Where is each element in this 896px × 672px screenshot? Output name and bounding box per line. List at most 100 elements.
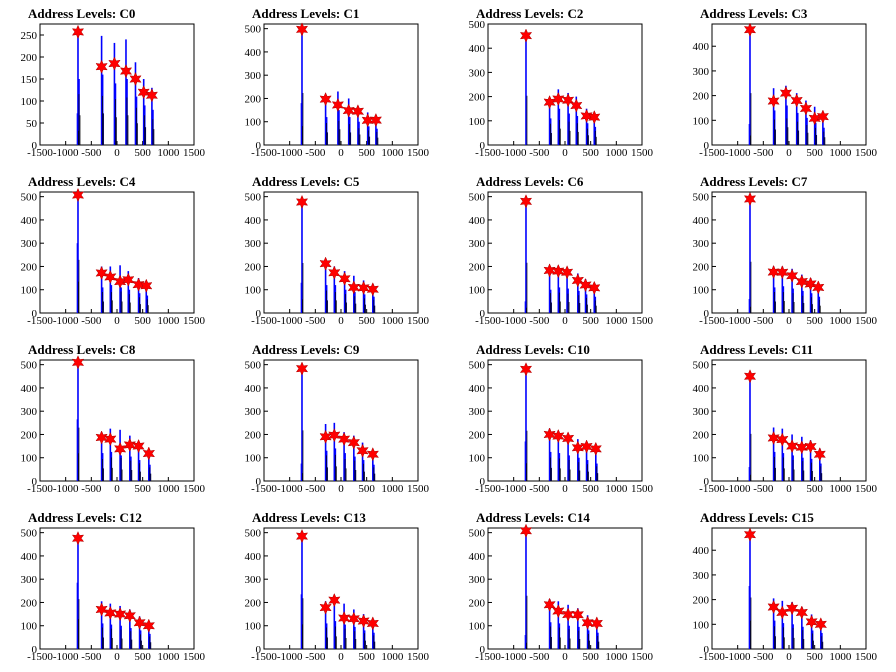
peak-marker (519, 523, 533, 538)
y-tick-label: 100 (21, 285, 38, 297)
plot-frame (39, 359, 195, 482)
x-tick-label: -1500 (27, 483, 53, 495)
y-tick-label: 300 (469, 238, 486, 250)
x-tick-label: 0 (114, 483, 120, 495)
y-tick-label: 0 (480, 308, 486, 320)
peak-marker (122, 272, 135, 287)
plot-frame (263, 191, 419, 314)
y-tick-label: 0 (704, 140, 710, 152)
plot-frame (39, 191, 195, 314)
peak-marker (552, 263, 565, 279)
plot-frame (711, 23, 867, 146)
y-tick-label: 500 (245, 192, 262, 204)
x-tick-label: -500 (81, 315, 102, 327)
chart-panel: Address Levels: C60100200300400500-1500-… (469, 174, 654, 327)
x-tick-label: 1000 (157, 483, 180, 495)
y-tick-label: 200 (21, 429, 38, 441)
x-tick-label: -500 (753, 651, 774, 663)
x-tick-label: -1000 (725, 651, 751, 663)
peak-marker (767, 599, 780, 615)
peak-marker (328, 265, 341, 280)
y-tick-label: 0 (256, 140, 262, 152)
x-tick-label: 500 (806, 651, 823, 663)
peak-marker (743, 527, 757, 542)
y-tick-label: 150 (21, 74, 38, 86)
x-tick-label: -500 (753, 315, 774, 327)
y-tick-label: 100 (245, 117, 262, 129)
y-tick-label: 100 (245, 621, 262, 633)
y-tick-label: 100 (693, 285, 710, 297)
y-tick-label: 400 (693, 383, 710, 395)
y-tick-label: 500 (469, 19, 486, 31)
x-tick-label: 1500 (631, 147, 654, 159)
x-tick-label: 1500 (855, 651, 878, 663)
chart-title: Address Levels: C13 (252, 510, 366, 525)
peak-marker (571, 273, 585, 288)
x-tick-label: -1500 (699, 147, 725, 159)
y-tick-label: 500 (21, 528, 38, 540)
y-tick-label: 400 (21, 551, 38, 563)
x-tick-label: 500 (358, 315, 375, 327)
x-tick-label: 0 (338, 315, 344, 327)
x-tick-label: -500 (81, 651, 102, 663)
peak-marker (356, 443, 369, 458)
x-tick-label: -500 (753, 147, 774, 159)
x-tick-label: 1000 (157, 147, 180, 159)
x-tick-label: 1500 (183, 315, 206, 327)
peak-marker (295, 22, 309, 37)
x-tick-label: -1000 (725, 483, 751, 495)
x-tick-label: 1500 (183, 651, 206, 663)
y-tick-label: 200 (245, 597, 262, 609)
x-tick-label: -500 (529, 651, 550, 663)
peak-marker (123, 437, 137, 453)
x-tick-label: -1000 (725, 147, 751, 159)
x-tick-label: 1500 (855, 147, 878, 159)
x-tick-label: -1000 (277, 147, 303, 159)
plot-frame (39, 527, 195, 650)
x-tick-label: -1000 (501, 651, 527, 663)
x-tick-label: -500 (81, 147, 102, 159)
x-tick-label: 0 (786, 147, 792, 159)
peak-marker (560, 265, 574, 280)
x-tick-label: 500 (806, 147, 823, 159)
peak-marker (543, 263, 556, 278)
plot-frame (711, 527, 867, 650)
peak-marker (767, 430, 780, 446)
plot-frame (263, 359, 419, 482)
x-tick-label: -1500 (699, 315, 725, 327)
x-tick-label: -1500 (475, 483, 501, 495)
peak-marker (580, 439, 593, 454)
chart-title: Address Levels: C10 (476, 342, 590, 357)
peak-marker (588, 280, 601, 296)
x-tick-label: 1500 (183, 147, 206, 159)
peak-marker (133, 615, 146, 630)
peak-marker (338, 271, 351, 286)
peak-marker (351, 104, 365, 119)
x-tick-label: -1500 (251, 147, 277, 159)
chart-title: Address Levels: C4 (28, 174, 136, 189)
peak-marker (579, 277, 592, 293)
x-tick-label: 1000 (829, 315, 852, 327)
y-tick-label: 200 (21, 52, 38, 64)
x-tick-label: -1500 (475, 147, 501, 159)
y-tick-label: 400 (245, 383, 262, 395)
y-tick-label: 300 (21, 406, 38, 418)
peak-marker (71, 187, 85, 203)
x-tick-label: -1000 (277, 315, 303, 327)
x-tick-label: 0 (786, 483, 792, 495)
chart-title: Address Levels: C15 (700, 510, 814, 525)
y-tick-label: 400 (21, 383, 38, 395)
plot-frame (487, 23, 643, 146)
peak-marker (804, 439, 817, 454)
chart-panel: Address Levels: C80100200300400500-1500-… (21, 342, 206, 495)
x-tick-label: 0 (562, 147, 568, 159)
peak-marker (369, 112, 383, 128)
peak-marker (71, 24, 85, 40)
peak-marker (767, 93, 780, 109)
peak-marker (588, 110, 601, 125)
peak-marker (561, 431, 575, 446)
peak-marker (342, 103, 355, 118)
x-tick-label: -1000 (725, 315, 751, 327)
y-tick-label: 100 (469, 621, 486, 633)
y-tick-label: 0 (704, 644, 710, 656)
